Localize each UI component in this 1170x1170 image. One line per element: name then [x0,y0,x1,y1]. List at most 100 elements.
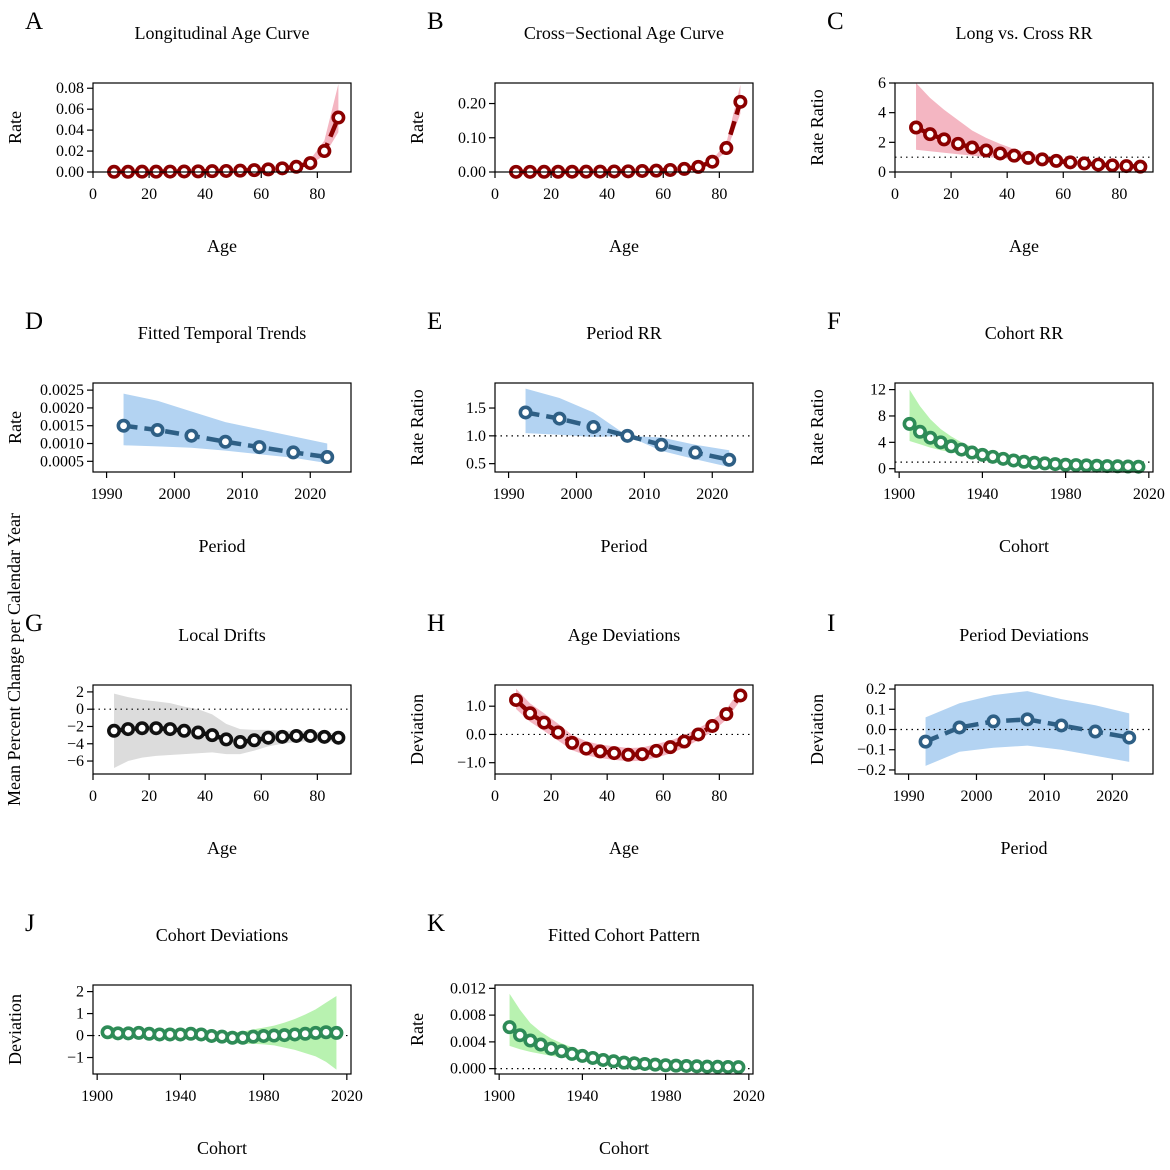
data-point [663,162,678,177]
y-tick-label: −1.0 [457,755,486,772]
panel-title: Cross−Sectional Age Curve [524,23,724,43]
x-tick-label: 60 [655,788,671,805]
data-point [952,720,967,735]
data-point [191,164,206,179]
y-tick-label: 0.008 [450,1007,486,1024]
data-point [116,418,131,433]
data-point [289,728,304,743]
data-point [121,722,136,737]
data-point [286,445,301,460]
confidence-band [114,693,339,768]
x-tick-label: 2000 [560,486,592,503]
y-tick-label: −0.1 [857,742,886,759]
y-tick-label: 0.0020 [40,400,84,417]
x-tick-label: 40 [599,788,615,805]
y-axis-label: Rate [407,1013,427,1046]
data-point [593,744,608,759]
plot-frame [92,684,352,775]
data-point [551,725,566,740]
data-point [261,730,276,745]
x-axis-label: Age [207,236,237,256]
data-point [502,1020,517,1035]
data-point [247,733,262,748]
x-tick-label: 1900 [81,1088,113,1105]
data-point [247,163,262,178]
y-tick-label: 1 [76,1006,84,1023]
y-tick-label: 0 [878,164,886,181]
x-axis-label: Cohort [999,536,1049,556]
y-tick-label: −2 [67,718,84,735]
x-tick-label: 1990 [493,486,525,503]
data-point [677,734,692,749]
y-tick-label: −4 [67,736,84,753]
x-tick-label: 1990 [893,788,925,805]
data-point [1049,153,1064,168]
y-tick-label: 0.20 [458,96,486,113]
x-axis-label: Age [609,236,639,256]
plot-frame [494,382,754,473]
x-tick-label: 80 [309,788,325,805]
y-tick-label: 0.5 [466,456,486,473]
data-point [523,706,538,721]
data-point [565,735,580,750]
data-point [233,163,248,178]
x-tick-label: 1980 [1050,486,1082,503]
panel-title: Cohort RR [985,323,1064,343]
panel-letter: G [25,610,43,637]
panel-letter: A [25,8,43,35]
data-point [620,428,635,443]
x-tick-label: 2010 [628,486,660,503]
data-point [331,110,346,125]
data-point [135,721,150,736]
data-point [233,735,248,750]
y-tick-label: 0.0 [866,722,886,739]
y-tick-label: −1 [67,1050,84,1067]
x-tick-label: 2020 [1096,788,1128,805]
data-point [512,1028,527,1043]
panel-j: J Cohort Deviations 1900 1940 1980 2020 −1 0 1 2 C… [5,910,363,1158]
y-tick-label: 0 [76,701,84,718]
y-tick-label: 0.0 [466,726,486,743]
data-point [205,164,220,179]
data-point [329,1025,344,1040]
data-point [1133,159,1148,174]
data-point [303,728,318,743]
data-point [219,732,234,747]
panel-k: K Fitted Cohort Pattern 1900 1940 1980 2020 0.… [407,910,765,1158]
x-axis-label: Period [199,536,246,556]
y-axis-label: Deviation [407,694,427,765]
data-point [320,450,335,465]
y-axis-label: Deviation [5,994,25,1065]
x-tick-label: 1980 [248,1088,280,1105]
data-point [722,452,737,467]
y-axis-label: Rate [5,411,25,444]
x-tick-label: 80 [711,186,727,203]
data-point [719,141,734,156]
data-point [1063,155,1078,170]
data-point [1020,712,1035,727]
panel-d: D Fitted Temporal Trends 1990 2000 2010 2020 0… [5,308,352,556]
x-tick-label: 0 [891,186,899,203]
plot-frame [92,82,352,173]
data-point [1007,148,1022,163]
panel-title: Longitudinal Age Curve [135,23,310,43]
data-point [275,161,290,176]
plot-frame [894,82,1154,173]
data-point [705,718,720,733]
panel-title: Fitted Temporal Trends [138,323,306,343]
confidence-band [925,691,1130,766]
data-point [993,146,1008,161]
plot-frame [894,382,1154,473]
y-tick-label: 0.0005 [40,453,84,470]
plot-frame [92,984,352,1075]
x-axis-label: Age [207,838,237,858]
y-tick-label: 0.04 [56,122,84,139]
confidence-band [123,393,328,464]
y-axis-label: Rate Ratio [807,89,827,165]
y-tick-label: 0 [76,1028,84,1045]
y-axis-label: Mean Percent Change per Calendar Year [4,513,24,806]
x-tick-label: 1940 [966,486,998,503]
panel-title: Cohort Deviations [156,925,289,945]
x-tick-label: 60 [1055,186,1071,203]
x-tick-label: 80 [711,788,727,805]
